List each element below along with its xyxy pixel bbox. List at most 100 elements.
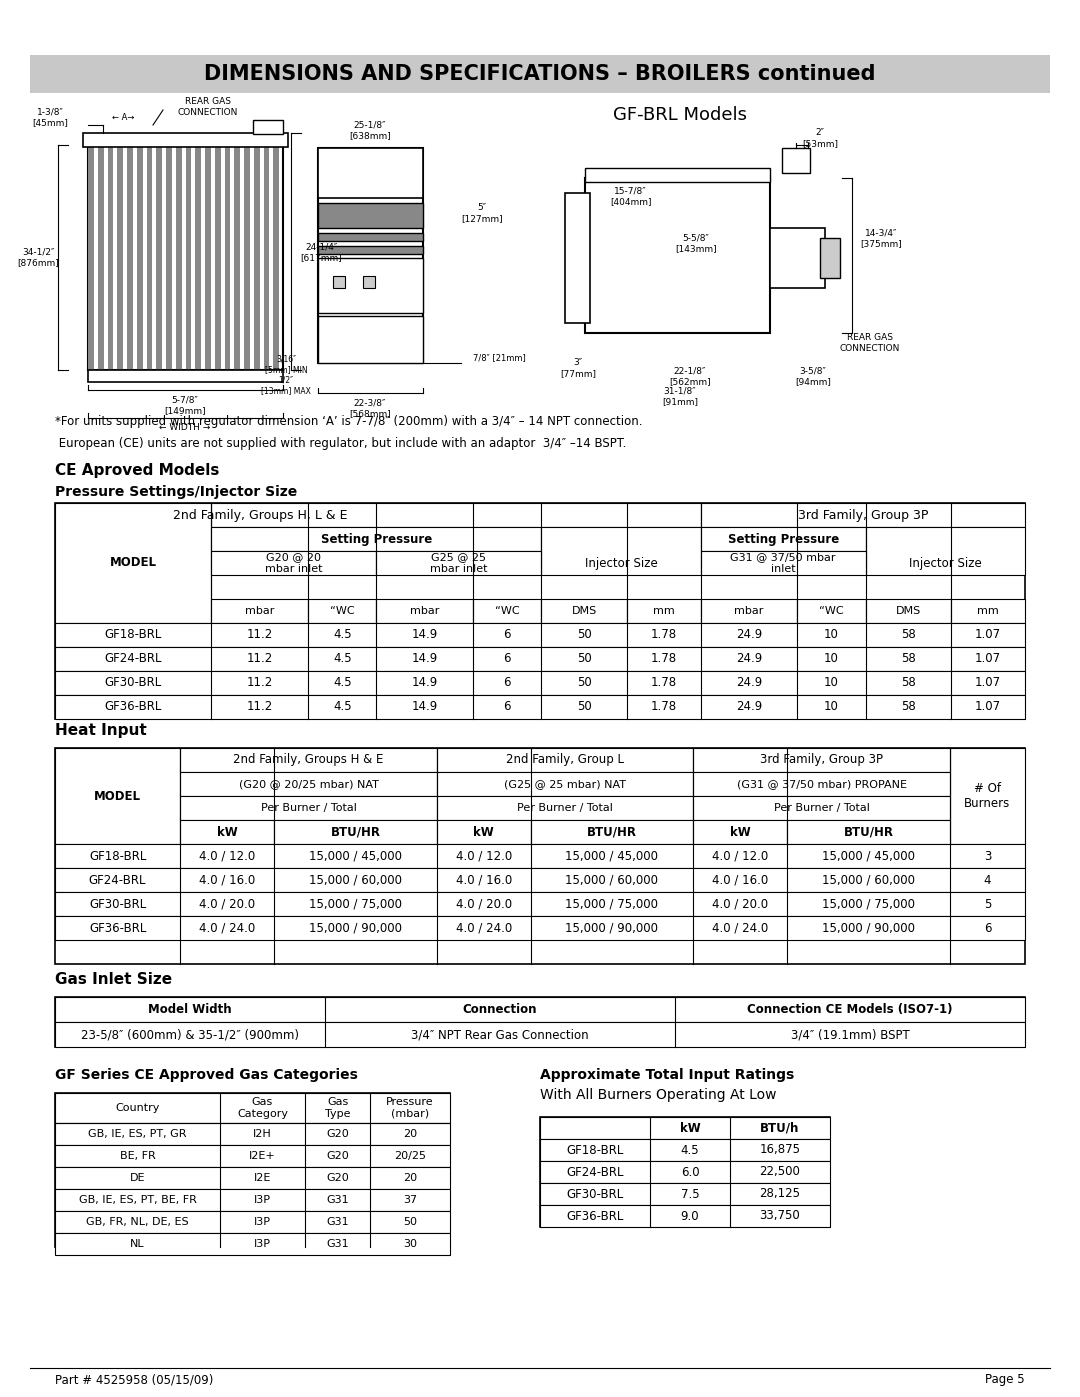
Text: 15,000 / 75,000: 15,000 / 75,000 — [566, 897, 659, 911]
Text: 10: 10 — [824, 652, 839, 665]
Text: CE Aproved Models: CE Aproved Models — [55, 462, 219, 478]
Text: GF24-BRL: GF24-BRL — [566, 1165, 624, 1179]
Text: 11.2: 11.2 — [246, 629, 273, 641]
Text: 3″
[77mm]: 3″ [77mm] — [561, 358, 596, 377]
Text: 24.9: 24.9 — [735, 676, 762, 690]
Text: kW: kW — [473, 826, 494, 838]
Text: 4.0 / 20.0: 4.0 / 20.0 — [456, 897, 512, 911]
Bar — [701, 599, 797, 623]
Text: Pressure
(mbar): Pressure (mbar) — [387, 1097, 434, 1119]
Bar — [693, 820, 787, 844]
Text: 14.9: 14.9 — [411, 652, 437, 665]
Bar — [318, 203, 423, 228]
Bar — [55, 893, 1025, 916]
Text: 5-5/8″
[143mm]: 5-5/8″ [143mm] — [675, 233, 717, 253]
Text: 2″
[53mm]: 2″ [53mm] — [802, 129, 838, 148]
Bar — [273, 145, 279, 370]
Text: 7.5: 7.5 — [680, 1187, 700, 1200]
Text: “WC: “WC — [495, 606, 519, 616]
Text: 6: 6 — [503, 700, 511, 714]
Text: 4.0 / 20.0: 4.0 / 20.0 — [712, 897, 768, 911]
Bar — [55, 1092, 450, 1248]
Text: 5: 5 — [984, 897, 991, 911]
Text: I2E: I2E — [254, 1173, 271, 1183]
Text: kW: kW — [679, 1122, 700, 1134]
Text: “WC: “WC — [820, 606, 843, 616]
Bar — [787, 820, 950, 844]
Text: 14.9: 14.9 — [411, 700, 437, 714]
Bar — [118, 145, 123, 370]
Text: I3P: I3P — [254, 1194, 271, 1206]
Text: Country: Country — [116, 1104, 160, 1113]
Text: GF30-BRL: GF30-BRL — [566, 1187, 623, 1200]
Text: ← A→: ← A→ — [112, 113, 134, 122]
Text: Page 5: Page 5 — [985, 1373, 1025, 1386]
Text: REAR GAS
CONNECTION: REAR GAS CONNECTION — [840, 334, 901, 352]
Text: 4.5: 4.5 — [333, 700, 352, 714]
Bar — [318, 148, 423, 363]
Text: GF30-BRL: GF30-BRL — [105, 676, 162, 690]
Bar — [30, 54, 1050, 94]
Bar — [318, 148, 423, 198]
Bar — [195, 145, 201, 370]
Bar — [274, 820, 436, 844]
Text: BTU/HR: BTU/HR — [330, 826, 380, 838]
Text: 3/16″
[5mm] MIN
1/2″
[13mm] MAX: 3/16″ [5mm] MIN 1/2″ [13mm] MAX — [261, 355, 311, 395]
Bar — [308, 599, 377, 623]
Text: 1.07: 1.07 — [975, 676, 1001, 690]
Text: 4.0 / 12.0: 4.0 / 12.0 — [456, 849, 512, 862]
Text: 15,000 / 75,000: 15,000 / 75,000 — [822, 897, 915, 911]
Text: 4.5: 4.5 — [680, 1144, 700, 1157]
Text: 6: 6 — [503, 676, 511, 690]
Bar — [55, 916, 1025, 940]
Bar — [540, 1206, 831, 1227]
Text: Setting Pressure: Setting Pressure — [728, 532, 839, 545]
Text: Per Burner / Total: Per Burner / Total — [773, 803, 869, 813]
Text: 10: 10 — [824, 700, 839, 714]
Bar — [55, 1211, 450, 1234]
Text: 4.0 / 12.0: 4.0 / 12.0 — [712, 849, 768, 862]
Text: GF24-BRL: GF24-BRL — [105, 652, 162, 665]
Text: 14.9: 14.9 — [411, 629, 437, 641]
Bar — [585, 177, 770, 332]
Bar — [55, 671, 1025, 694]
Text: Injector Size: Injector Size — [909, 556, 982, 570]
Text: 6.0: 6.0 — [680, 1165, 700, 1179]
Bar — [626, 599, 701, 623]
Text: GF-BRL Models: GF-BRL Models — [613, 106, 747, 124]
Text: 3rd Family, Group 3P: 3rd Family, Group 3P — [760, 753, 883, 767]
Bar — [55, 503, 1025, 719]
Text: ← WIDTH →: ← WIDTH → — [160, 423, 211, 433]
Text: 15,000 / 45,000: 15,000 / 45,000 — [309, 849, 402, 862]
Text: BTU/HR: BTU/HR — [586, 826, 637, 838]
Bar — [565, 193, 590, 323]
Text: G31 @ 37/50 mbar
inlet: G31 @ 37/50 mbar inlet — [730, 552, 836, 574]
Text: Heat Input: Heat Input — [55, 722, 147, 738]
Text: 20/25: 20/25 — [394, 1151, 426, 1161]
Bar — [436, 820, 530, 844]
Bar — [83, 133, 288, 147]
Text: 14-3/4″
[375mm]: 14-3/4″ [375mm] — [860, 228, 902, 247]
Text: G20 @ 20
mbar inlet: G20 @ 20 mbar inlet — [266, 552, 323, 574]
Bar — [585, 168, 770, 182]
Bar — [318, 233, 423, 242]
Text: 1.78: 1.78 — [650, 652, 677, 665]
Text: Per Burner / Total: Per Burner / Total — [260, 803, 356, 813]
Text: (G25 @ 25 mbar) NAT: (G25 @ 25 mbar) NAT — [504, 780, 626, 789]
Bar — [950, 747, 1025, 844]
Text: 15,000 / 60,000: 15,000 / 60,000 — [309, 873, 402, 887]
Text: 4.0 / 20.0: 4.0 / 20.0 — [199, 897, 255, 911]
Text: mbar: mbar — [734, 606, 764, 616]
Text: 50: 50 — [577, 700, 592, 714]
Text: 1.78: 1.78 — [650, 629, 677, 641]
Text: NL: NL — [131, 1239, 145, 1249]
Bar — [377, 599, 473, 623]
Text: GF24-BRL: GF24-BRL — [89, 873, 146, 887]
Bar — [318, 316, 423, 363]
Bar — [436, 773, 693, 796]
Text: (G20 @ 20/25 mbar) NAT: (G20 @ 20/25 mbar) NAT — [239, 780, 378, 789]
Bar — [215, 145, 220, 370]
Bar — [55, 997, 1025, 1046]
Text: 1.07: 1.07 — [975, 700, 1001, 714]
Text: 33,750: 33,750 — [759, 1210, 800, 1222]
